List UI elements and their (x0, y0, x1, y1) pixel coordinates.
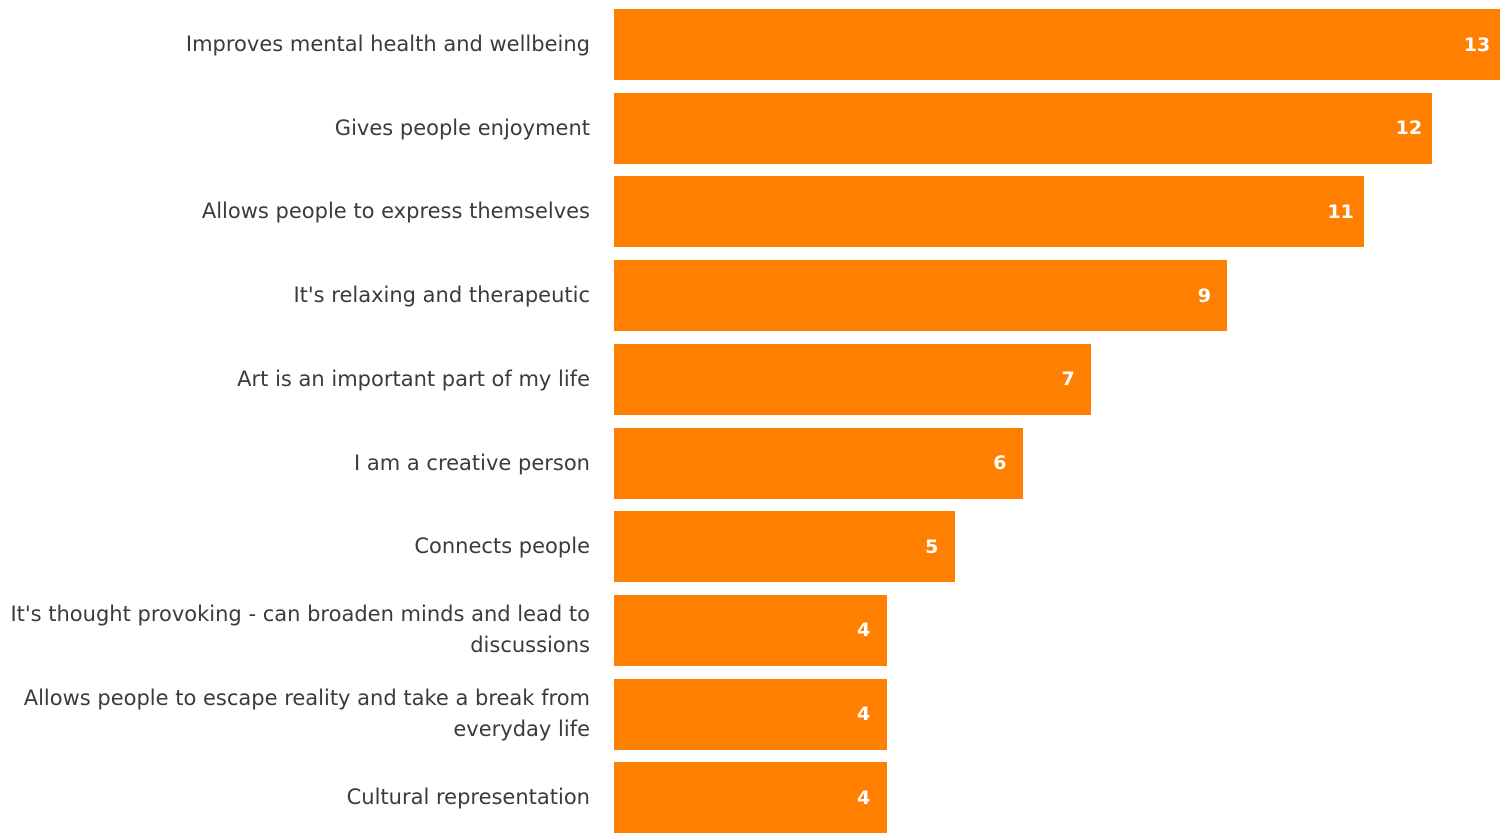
category-label: Allows people to escape reality and take… (23, 686, 590, 742)
bar: 11 (614, 176, 1364, 248)
bar: 4 (614, 678, 887, 750)
category-label: It's relaxing and therapeutic (293, 283, 590, 308)
bar-value-label: 9 (1197, 284, 1211, 307)
category-label: It's thought provoking - can broaden min… (10, 602, 590, 658)
bar-value-label: 12 (1395, 117, 1423, 140)
bar: 6 (614, 427, 1023, 499)
bar: 9 (614, 260, 1228, 332)
bar: 13 (614, 9, 1500, 80)
category-label: Allows people to express themselves (201, 199, 590, 224)
bar-value-label: 6 (993, 452, 1007, 474)
bar: 4 (614, 594, 887, 666)
bar: 12 (614, 92, 1432, 164)
bar-value-label: 13 (1463, 33, 1491, 56)
bar-value-label: 11 (1327, 200, 1354, 223)
category-label: Gives people enjoyment (334, 115, 590, 140)
bar: 4 (614, 762, 887, 833)
bar: 7 (614, 343, 1092, 415)
category-label: Art is an important part of my life (237, 366, 590, 391)
bar-value-label: 4 (856, 703, 871, 726)
bar: 5 (614, 511, 955, 583)
bar-value-label: 7 (1061, 368, 1075, 391)
category-label: Cultural representation (346, 785, 590, 810)
category-label: Improves mental health and wellbeing (185, 32, 590, 56)
bar-value-label: 5 (925, 535, 939, 558)
bar-value-label: 4 (856, 619, 871, 642)
category-label: Connects people (414, 534, 590, 559)
category-label: I am a creative person (354, 450, 590, 475)
bar-value-label: 4 (856, 786, 871, 809)
